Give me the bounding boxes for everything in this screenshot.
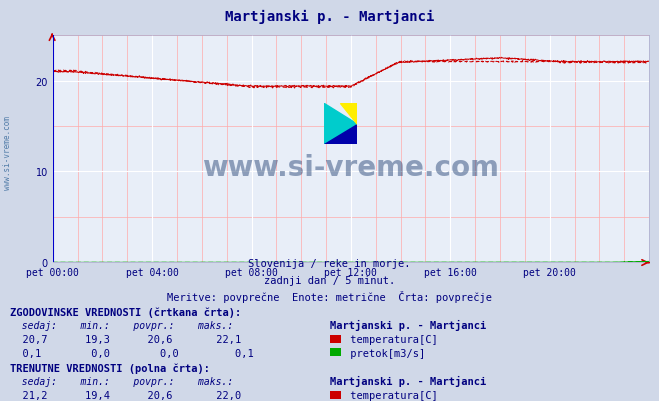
- Text: temperatura[C]: temperatura[C]: [344, 334, 438, 344]
- Text: Martjanski p. - Martjanci: Martjanski p. - Martjanci: [225, 10, 434, 24]
- Text: zadnji dan / 5 minut.: zadnji dan / 5 minut.: [264, 275, 395, 286]
- Text: Martjanski p. - Martjanci: Martjanski p. - Martjanci: [330, 375, 486, 386]
- Text: temperatura[C]: temperatura[C]: [344, 390, 438, 400]
- Text: ZGODOVINSKE VREDNOSTI (črtkana črta):: ZGODOVINSKE VREDNOSTI (črtkana črta):: [10, 306, 241, 317]
- Text: sedaj:    min.:    povpr.:    maks.:: sedaj: min.: povpr.: maks.:: [10, 320, 233, 330]
- Polygon shape: [324, 124, 357, 145]
- Text: www.si-vreme.com: www.si-vreme.com: [3, 115, 13, 189]
- Polygon shape: [324, 104, 357, 145]
- Text: www.si-vreme.com: www.si-vreme.com: [202, 154, 500, 182]
- Polygon shape: [341, 104, 357, 124]
- Text: pretok[m3/s]: pretok[m3/s]: [344, 348, 425, 358]
- Text: 21,2      19,4      20,6       22,0: 21,2 19,4 20,6 22,0: [10, 390, 241, 400]
- Text: Meritve: povprečne  Enote: metrične  Črta: povprečje: Meritve: povprečne Enote: metrične Črta:…: [167, 290, 492, 302]
- Text: Martjanski p. - Martjanci: Martjanski p. - Martjanci: [330, 320, 486, 330]
- Text: 0,1        0,0        0,0         0,1: 0,1 0,0 0,0 0,1: [10, 348, 254, 358]
- Text: Slovenija / reke in morje.: Slovenija / reke in morje.: [248, 259, 411, 269]
- Text: sedaj:    min.:    povpr.:    maks.:: sedaj: min.: povpr.: maks.:: [10, 376, 233, 386]
- Text: TRENUTNE VREDNOSTI (polna črta):: TRENUTNE VREDNOSTI (polna črta):: [10, 362, 210, 373]
- Text: 20,7      19,3      20,6       22,1: 20,7 19,3 20,6 22,1: [10, 334, 241, 344]
